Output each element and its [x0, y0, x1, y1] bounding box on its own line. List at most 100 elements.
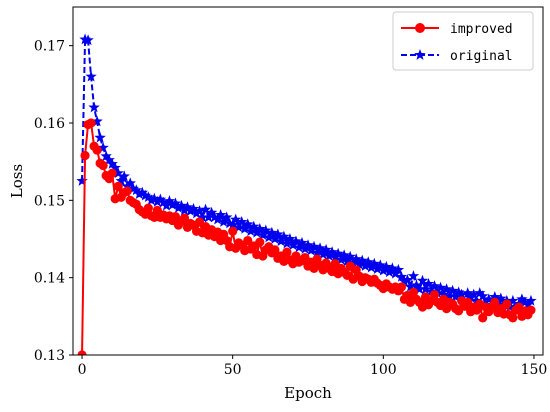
data-point-original-19: [133, 188, 145, 199]
data-point-original-46: [214, 209, 227, 220]
legend: improved original: [392, 11, 534, 71]
x-tick-label-0: 0: [78, 362, 87, 378]
data-point-original-35: [181, 201, 194, 213]
data-point-improved-149: [526, 305, 536, 315]
data-point-original-83: [326, 246, 338, 257]
data-point-improved-15: [122, 186, 132, 196]
data-point-original-103: [386, 262, 399, 274]
x-tick-label-1: 50: [224, 362, 242, 378]
axis-layer: 0 50 100 150 0.13 0.14 0.15 0.16 0.17: [34, 39, 548, 378]
data-point-original-143: [507, 294, 519, 306]
data-point-original-34: [178, 204, 191, 216]
data-point-original-93: [356, 254, 368, 266]
data-point-original-115: [422, 277, 435, 289]
data-point-original-107: [398, 275, 411, 287]
data-point-improved-34: [179, 213, 190, 223]
data-point-original-20: [136, 186, 148, 198]
data-point-original-89: [344, 250, 356, 262]
data-point-original-17: [127, 182, 139, 194]
data-point-original-146: [516, 293, 528, 305]
data-point-original-111: [410, 279, 423, 291]
data-point-original-48: [220, 211, 233, 223]
data-point-original-67: [278, 230, 290, 242]
data-point-original-105: [392, 263, 405, 275]
data-point-original-71: [290, 235, 302, 247]
data-point-original-126: [455, 288, 468, 300]
data-point-original-30: [166, 198, 179, 210]
data-point-original-137: [489, 291, 501, 302]
data-point-original-149: [525, 294, 537, 306]
x-axis-label: Epoch: [284, 384, 332, 402]
data-point-original-39: [193, 205, 206, 217]
data-point-improved-106: [396, 282, 406, 292]
data-point-original-139: [495, 292, 507, 304]
data-point-improved-137: [490, 297, 500, 308]
data-point-original-81: [320, 243, 332, 255]
data-point-original-75: [302, 239, 314, 251]
x-tick-label-3: 150: [521, 362, 548, 378]
data-point-original-132: [474, 287, 486, 298]
data-point-original-36: [184, 205, 197, 217]
data-point-original-101: [380, 260, 393, 272]
data-point-improved-55: [243, 235, 253, 246]
data-point-original-114: [419, 283, 432, 295]
legend-improved-label: improved: [450, 22, 513, 37]
data-point-original-121: [440, 283, 453, 295]
data-point-improved-141: [502, 299, 512, 309]
data-point-original-0: [76, 175, 88, 186]
data-point-original-40: [196, 211, 209, 223]
data-point-original-2: [82, 34, 94, 46]
data-point-improved-50: [228, 226, 238, 236]
data-point-improved-1: [80, 150, 90, 161]
data-point-original-65: [272, 228, 284, 240]
data-point-original-12: [112, 167, 124, 179]
data-point-original-119: [434, 281, 447, 293]
legend-original-marker: [414, 49, 426, 60]
data-point-original-26: [154, 193, 167, 205]
data-point-original-31: [169, 197, 182, 209]
data-point-original-122: [443, 290, 456, 302]
data-point-original-69: [284, 233, 296, 244]
data-point-improved-5: [92, 145, 102, 155]
data-point-original-5: [91, 115, 103, 127]
data-point-original-129: [464, 291, 477, 303]
data-point-original-44: [208, 211, 221, 223]
data-point-original-95: [362, 256, 374, 268]
data-point-original-50: [226, 219, 239, 230]
data-point-original-135: [483, 293, 495, 305]
data-point-improved-64: [270, 245, 280, 255]
data-point-original-38: [190, 207, 203, 219]
data-point-original-99: [374, 259, 387, 271]
data-point-improved-0: [77, 350, 87, 355]
data-point-original-63: [266, 226, 278, 238]
data-point-improved-10: [107, 168, 117, 178]
legend-original-label: original: [450, 49, 513, 64]
data-point-original-24: [148, 192, 161, 204]
data-point-original-9: [103, 154, 115, 165]
data-point-original-15: [121, 180, 133, 192]
data-point-original-133: [477, 290, 489, 302]
data-point-original-29: [163, 195, 176, 206]
y-tick-label-0: 0.13: [34, 348, 65, 364]
data-point-original-125: [452, 286, 465, 298]
data-point-improved-143: [508, 313, 518, 323]
plot-frame: [72, 6, 544, 356]
data-point-improved-68: [282, 247, 292, 257]
data-point-original-59: [254, 222, 266, 234]
y-axis-label: Loss: [8, 164, 26, 198]
x-tick-label-2: 100: [370, 362, 397, 378]
data-point-original-131: [471, 294, 483, 306]
data-point-improved-12: [113, 181, 123, 192]
data-point-improved-7: [98, 160, 108, 171]
data-point-original-110: [407, 270, 420, 281]
data-point-improved-110: [408, 287, 419, 297]
data-point-original-32: [172, 202, 185, 213]
data-point-original-73: [296, 236, 308, 248]
data-point-original-87: [338, 249, 350, 261]
data-point-original-27: [157, 196, 170, 208]
y-tick-label-3: 0.16: [34, 116, 65, 132]
data-point-improved-3: [86, 118, 96, 128]
data-point-original-49: [223, 217, 236, 229]
data-point-improved-117: [429, 290, 440, 300]
